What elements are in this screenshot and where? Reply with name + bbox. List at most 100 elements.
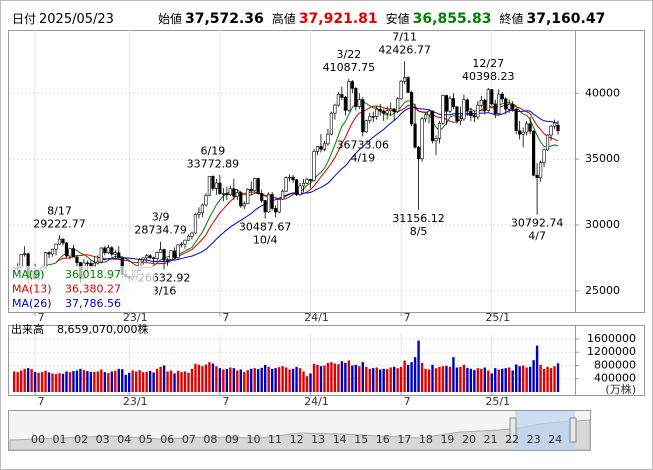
volume-bar <box>152 372 155 392</box>
volume-bar <box>225 368 229 392</box>
x-tick-label: 7 <box>222 311 229 324</box>
volume-bar <box>535 345 539 392</box>
candle-body <box>542 149 546 163</box>
volume-bar <box>521 365 525 392</box>
volume-bar <box>399 366 403 392</box>
candle-body <box>336 94 340 106</box>
field-value: 37,160.47 <box>526 10 606 27</box>
volume-bar <box>159 366 162 392</box>
volume-bar <box>504 368 507 392</box>
candle-body <box>235 192 239 197</box>
candle-body <box>511 104 515 110</box>
y-tick-label: 35000 <box>585 152 620 165</box>
volume-bar <box>434 368 438 392</box>
navigator-label: 18 <box>419 433 433 446</box>
field-value: 37,921.81 <box>298 10 378 27</box>
candle-body <box>249 189 253 191</box>
navigator-label: 12 <box>290 433 304 446</box>
volume-bar <box>246 370 249 392</box>
candle-body <box>476 104 480 118</box>
candle-body <box>469 110 473 117</box>
annotation-date: 8/5 <box>410 225 428 238</box>
candle-body <box>549 125 553 136</box>
candle-body <box>375 108 379 117</box>
candle-body <box>246 189 250 204</box>
candle-body <box>207 175 212 196</box>
volume-bar <box>229 367 232 392</box>
candle-body <box>267 194 271 213</box>
volume-bar <box>480 368 483 392</box>
volume-bar <box>406 364 410 392</box>
candle-body <box>179 243 184 246</box>
navigator-handle-right[interactable] <box>569 417 577 443</box>
x-tick-label: 25/1 <box>485 311 510 324</box>
candle-body <box>305 179 309 184</box>
candle-body <box>239 192 243 207</box>
volume-bar <box>138 370 141 392</box>
candle-body <box>176 244 180 259</box>
candle-body <box>256 178 260 194</box>
candle-body <box>538 162 543 179</box>
volume-bar <box>131 370 134 392</box>
volume-bar <box>37 372 40 392</box>
candle-body <box>343 97 347 111</box>
volume-bar <box>183 371 187 392</box>
candle-body <box>448 98 452 112</box>
candle-body <box>253 178 257 191</box>
navigator-label: 13 <box>311 433 325 446</box>
volume-bar <box>257 369 260 392</box>
volume-bar <box>288 369 291 392</box>
field-label: 終値 <box>499 11 524 26</box>
candle-body <box>54 243 58 250</box>
volume-bar <box>525 367 528 392</box>
navigator-selection[interactable] <box>515 411 575 450</box>
candle-body <box>389 108 393 111</box>
annotation-value: 36733.06 <box>337 138 390 151</box>
candle-body <box>64 242 69 257</box>
x-tick-label: 25/1 <box>485 395 510 408</box>
navigator-label: 19 <box>440 433 454 446</box>
volume-bar <box>424 368 427 392</box>
volume-bar <box>392 366 396 392</box>
volume-bar <box>16 372 19 392</box>
candle-body <box>106 247 110 254</box>
navigator-handle-left[interactable] <box>509 417 517 443</box>
candle-body <box>458 118 463 122</box>
volume-bar <box>107 373 110 392</box>
volume-bar <box>375 367 378 392</box>
candle-body <box>340 94 344 98</box>
candle-body <box>200 204 205 214</box>
volume-bar <box>379 369 382 392</box>
volume-bar <box>253 368 256 392</box>
ma-line <box>101 107 559 263</box>
annotation-date: 3/16 <box>152 284 177 297</box>
candle-body <box>423 114 428 120</box>
candle-body <box>479 99 483 106</box>
volume-bar <box>511 370 514 392</box>
candle-body <box>532 130 536 176</box>
candle-body <box>497 93 501 114</box>
volume-bar <box>420 362 424 392</box>
candle-body <box>294 179 299 195</box>
volume-bar <box>501 368 504 392</box>
candle-body <box>61 238 65 244</box>
price-panel <box>8 30 645 313</box>
volume-bar <box>176 370 180 392</box>
y-tick-label: 30000 <box>585 218 620 231</box>
navigator-area <box>9 419 591 451</box>
candle-body <box>218 182 222 194</box>
candle-body <box>545 134 550 151</box>
candle-body <box>514 109 518 131</box>
header: 日付 2025/05/23 始値 37,572.36 高値 37,921.81 安値 36… <box>12 8 613 28</box>
volume-bar <box>452 357 455 392</box>
x-tick-label: 23/1 <box>123 311 148 324</box>
candle-body <box>347 81 351 111</box>
volume-bar <box>312 363 316 392</box>
candle-body <box>528 123 532 132</box>
volume-bar <box>528 366 532 392</box>
candle-body <box>43 252 48 268</box>
volume-bar <box>385 369 389 392</box>
volume-bar <box>23 368 26 392</box>
candle-body <box>308 179 313 181</box>
volume-bar <box>190 368 194 392</box>
